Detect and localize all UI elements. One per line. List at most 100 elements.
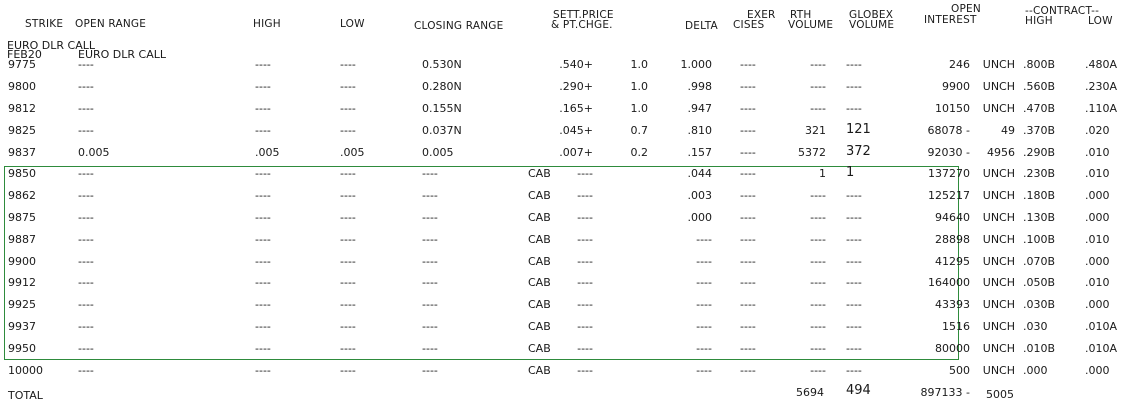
cell-open-interest: 137270 <box>928 167 970 180</box>
cell-strike: 9837 <box>8 146 36 159</box>
cell-contract-low: .000 <box>1085 189 1110 202</box>
cell-strike: 9925 <box>8 298 36 311</box>
cell-rth-volume: ---- <box>810 233 826 246</box>
cell-open-range: ---- <box>78 102 94 115</box>
cell-high: ---- <box>255 189 271 202</box>
cell-globex-volume: ---- <box>846 320 862 333</box>
cell-contract-high: .030 <box>1023 320 1048 333</box>
cell-open-range: ---- <box>78 80 94 93</box>
cell-high: .005 <box>255 146 280 159</box>
cell-globex-volume: 1 <box>846 165 855 180</box>
cell-exercises: ---- <box>740 102 756 115</box>
cell-open-interest: 80000 <box>935 342 970 355</box>
cell-contract-low: .000 <box>1085 364 1110 377</box>
cell-oi-change: UNCH <box>982 320 1015 333</box>
cell-globex-volume: ---- <box>846 233 862 246</box>
cell-strike: 9825 <box>8 124 36 137</box>
cell-contract-high: .470B <box>1023 102 1056 115</box>
header-sett-price-1: SETT.PRICE <box>553 9 614 21</box>
cell-delta: ---- <box>696 342 712 355</box>
cell-contract-low: .010A <box>1085 342 1118 355</box>
cell-open-range: ---- <box>78 342 94 355</box>
cell-delta: .003 <box>687 189 713 202</box>
header-oi-1: OPEN <box>951 3 981 15</box>
cell-rth-volume: 5372 <box>798 146 826 159</box>
cell-open-interest: 125217 <box>928 189 970 202</box>
cell-delta: ---- <box>696 255 712 268</box>
highlight-box <box>4 166 959 360</box>
cell-low: ---- <box>340 320 356 333</box>
cell-low: ---- <box>340 298 356 311</box>
cell-open-interest: 164000 <box>928 276 970 289</box>
cell-low: ---- <box>340 102 356 115</box>
cell-open-interest: 28898 <box>935 233 970 246</box>
cell-cab: CAB <box>528 276 551 289</box>
header-closing-range: CLOSING RANGE <box>414 20 504 32</box>
cell-rth-volume: 321 <box>805 124 826 137</box>
cell-open-interest: 246 <box>949 58 970 71</box>
cell-high: ---- <box>255 102 271 115</box>
cell-cab: CAB <box>528 189 551 202</box>
cell-oi-change: UNCH <box>982 80 1015 93</box>
cell-open-range: ---- <box>78 276 94 289</box>
cell-closing-range: 0.530N <box>422 58 462 71</box>
header-open-range: OPEN RANGE <box>75 18 147 30</box>
cell-open-range: 0.005 <box>78 146 110 159</box>
cell-open-interest: 68078 - <box>927 124 970 137</box>
cell-sett-price: ---- <box>577 364 593 377</box>
cell-strike: 9862 <box>8 189 36 202</box>
cell-high: ---- <box>255 364 271 377</box>
cell-globex-volume: ---- <box>846 342 862 355</box>
cell-rth-volume: ---- <box>810 298 826 311</box>
cell-closing-range: ---- <box>422 189 438 202</box>
cell-globex-volume: ---- <box>846 80 862 93</box>
cell-contract-low: .010 <box>1085 146 1110 159</box>
cell-cab: CAB <box>528 342 551 355</box>
cell-cab: CAB <box>528 255 551 268</box>
cell-high: ---- <box>255 255 271 268</box>
cell-delta: ---- <box>696 364 712 377</box>
cell-globex-volume: ---- <box>846 298 862 311</box>
cell-low: ---- <box>340 167 356 180</box>
cell-open-interest: 43393 <box>935 298 970 311</box>
cell-globex-volume: 372 <box>846 144 871 159</box>
cell-globex-volume: 121 <box>846 122 871 137</box>
cell-delta: ---- <box>696 298 712 311</box>
cell-exercises: ---- <box>740 320 756 333</box>
cell-closing-range: 0.037N <box>422 124 462 137</box>
cell-contract-high: .100B <box>1023 233 1056 246</box>
cell-open-range: ---- <box>78 364 94 377</box>
cell-exercises: ---- <box>740 189 756 202</box>
cell-contract-low: .230A <box>1085 80 1118 93</box>
cell-delta: ---- <box>696 233 712 246</box>
cell-exercises: ---- <box>740 276 756 289</box>
cell-closing-range: 0.005 <box>422 146 454 159</box>
cell-cab: CAB <box>528 298 551 311</box>
cell-contract-low: .000 <box>1085 255 1110 268</box>
total-globex-volume: 494 <box>846 383 871 398</box>
cell-low: ---- <box>340 124 356 137</box>
cell-rth-volume: ---- <box>810 276 826 289</box>
cell-open-range: ---- <box>78 124 94 137</box>
cell-open-range: ---- <box>78 255 94 268</box>
cell-high: ---- <box>255 298 271 311</box>
cell-low: ---- <box>340 276 356 289</box>
cell-contract-high: .230B <box>1023 167 1056 180</box>
cell-strike: 9850 <box>8 167 36 180</box>
cell-cab: CAB <box>528 320 551 333</box>
cell-contract-low: .010 <box>1085 167 1110 180</box>
cell-oi-change: 4956 <box>987 146 1015 159</box>
cell-globex-volume: ---- <box>846 189 862 202</box>
cell-globex-volume: ---- <box>846 58 862 71</box>
cell-contract-low: .110A <box>1085 102 1118 115</box>
cell-sett-price: ---- <box>577 233 593 246</box>
cell-oi-change: UNCH <box>982 342 1015 355</box>
cell-exercises: ---- <box>740 146 756 159</box>
cell-low: ---- <box>340 80 356 93</box>
cell-exercises: ---- <box>740 298 756 311</box>
cell-sett-price: .540+ <box>559 58 593 71</box>
cell-sett-price: ---- <box>577 320 593 333</box>
cell-delta: .998 <box>687 80 713 93</box>
cell-delta: ---- <box>696 320 712 333</box>
cell-rth-volume: ---- <box>810 58 826 71</box>
